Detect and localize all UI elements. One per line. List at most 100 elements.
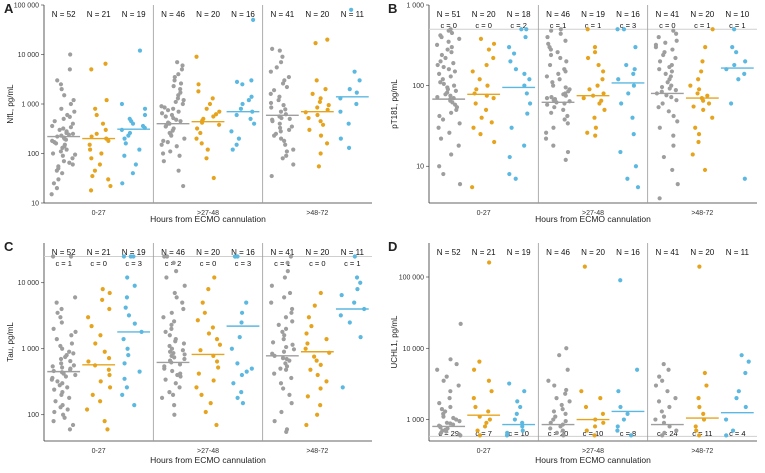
- data-point: [54, 185, 60, 191]
- data-point: [592, 50, 598, 55]
- data-point: [674, 98, 679, 103]
- data-point: [309, 324, 314, 329]
- data-point: [178, 81, 184, 86]
- n-label: N = 21: [87, 248, 111, 257]
- data-point: [107, 385, 113, 390]
- data-point: [86, 359, 91, 364]
- data-point: [551, 409, 557, 414]
- data-point: [563, 411, 568, 417]
- data-point: [283, 107, 288, 112]
- data-point: [734, 395, 739, 401]
- data-point: [50, 375, 55, 381]
- x-axis-title: Hours from ECMO cannulation: [535, 214, 651, 224]
- data-point: [471, 395, 476, 401]
- data-point: [277, 48, 282, 53]
- data-point: [664, 93, 669, 98]
- data-point: [436, 125, 441, 130]
- data-point: [653, 383, 659, 388]
- data-point: [551, 417, 556, 422]
- data-point: [271, 88, 277, 93]
- data-point: [441, 171, 446, 177]
- data-point: [99, 151, 104, 156]
- data-point: [456, 432, 462, 437]
- data-point: [240, 101, 245, 107]
- data-point: [278, 109, 284, 114]
- data-point: [211, 378, 216, 383]
- data-point: [127, 116, 132, 122]
- data-point: [512, 417, 517, 422]
- data-point: [452, 69, 458, 74]
- data-point: [289, 124, 294, 129]
- data-point: [478, 36, 484, 41]
- data-point: [671, 133, 676, 138]
- data-point: [486, 47, 492, 52]
- data-point: [248, 116, 253, 122]
- y-tick-label: 100 000: [14, 3, 39, 10]
- data-point: [315, 412, 320, 417]
- data-point: [59, 361, 64, 366]
- data-point: [100, 287, 105, 292]
- data-point: [561, 107, 566, 112]
- data-point: [615, 27, 620, 32]
- c-label: c = 3: [125, 259, 141, 268]
- data-point: [137, 147, 142, 152]
- data-point: [320, 122, 326, 127]
- data-point: [176, 72, 181, 77]
- data-point: [229, 346, 234, 351]
- data-point: [285, 260, 290, 265]
- data-point: [233, 254, 238, 259]
- data-point: [283, 361, 288, 366]
- data-point: [306, 115, 311, 121]
- data-point: [742, 176, 747, 181]
- y-tick-label: 100 000: [399, 275, 424, 282]
- data-point: [125, 346, 130, 351]
- data-point: [107, 306, 112, 312]
- data-point: [72, 152, 78, 157]
- data-point: [65, 385, 70, 390]
- data-point: [448, 357, 453, 362]
- data-point: [563, 85, 568, 90]
- data-point: [544, 96, 550, 101]
- data-point: [140, 123, 146, 129]
- x-group-label: >48-72: [691, 210, 713, 217]
- data-point: [696, 139, 701, 145]
- panel-letter: B: [388, 1, 397, 16]
- data-point: [182, 352, 187, 357]
- data-point: [172, 74, 177, 80]
- data-point: [471, 367, 477, 372]
- data-point: [618, 404, 623, 410]
- x-axis-title: Hours from ECMO cannulation: [150, 455, 266, 465]
- data-point: [239, 310, 245, 315]
- data-point: [105, 427, 110, 432]
- data-point: [61, 116, 66, 122]
- data-point: [340, 385, 345, 390]
- data-point: [730, 428, 736, 433]
- data-point: [438, 136, 444, 141]
- data-point: [657, 196, 662, 201]
- data-point: [196, 82, 201, 87]
- c-label: c = 1: [274, 259, 290, 268]
- data-point: [315, 372, 320, 378]
- n-label: N = 20: [581, 248, 605, 257]
- data-point: [668, 74, 673, 79]
- c-label: c = 8: [620, 429, 636, 438]
- data-point: [478, 132, 483, 137]
- data-point: [171, 319, 177, 324]
- data-point: [180, 63, 185, 68]
- n-label: N = 41: [655, 10, 679, 19]
- data-point: [73, 295, 78, 300]
- data-point: [550, 80, 555, 85]
- data-point: [283, 367, 289, 372]
- data-point: [355, 287, 360, 292]
- data-point: [631, 132, 636, 137]
- data-point: [249, 78, 254, 83]
- n-label: N = 20: [472, 10, 496, 19]
- data-point: [239, 320, 244, 325]
- n-label: N = 20: [196, 248, 220, 257]
- data-point: [439, 407, 445, 412]
- data-point: [63, 374, 68, 379]
- c-label: c = 3: [620, 21, 636, 30]
- data-point: [214, 422, 219, 428]
- data-point: [522, 389, 527, 394]
- data-point: [65, 112, 70, 118]
